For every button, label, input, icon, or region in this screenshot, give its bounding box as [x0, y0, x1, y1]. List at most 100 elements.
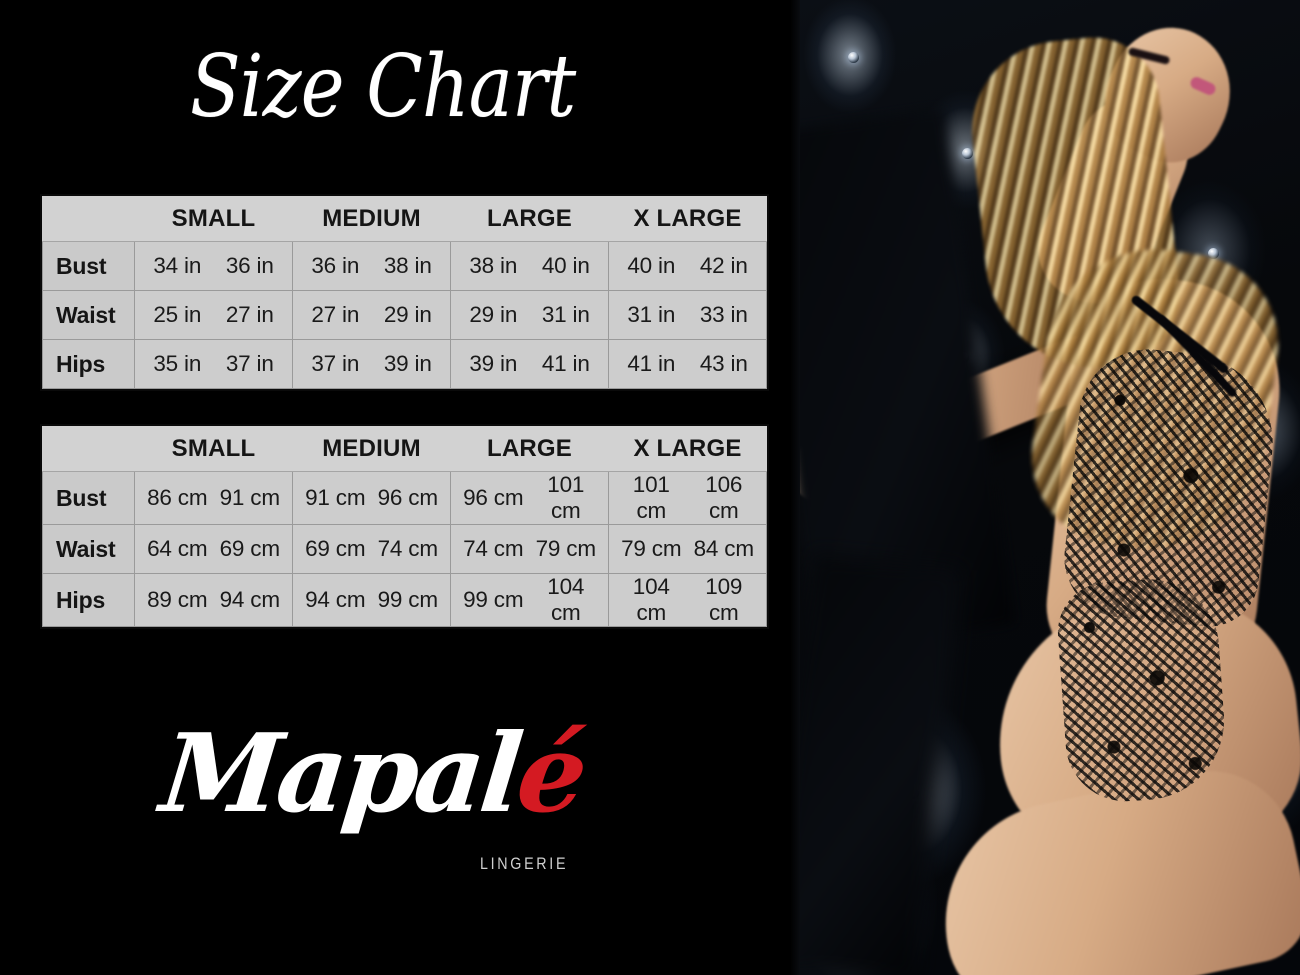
value-max: 43 in [699, 351, 748, 376]
value-max: 104 cm [547, 574, 585, 625]
value-min: 25 in [153, 302, 202, 327]
header-medium: MEDIUM [292, 426, 451, 472]
value-min: 79 cm [621, 536, 682, 561]
cell-bust-medium: 36 in 38 in [292, 241, 451, 291]
value-max: 106 cm [705, 472, 743, 523]
value-max: 36 in [225, 253, 274, 278]
table-row: Bust 34 in 36 in 36 in 38 in 38 in 40 in 40… [42, 241, 767, 291]
cell-hips-large: 39 in 41 in [450, 339, 609, 389]
brand-logo: Mapalé LINGERIE [150, 711, 620, 893]
model-figure [790, 0, 1300, 975]
value-max: 91 cm [219, 485, 280, 510]
lace-bodysuit-bottom [1054, 574, 1230, 806]
cell-waist-medium: 27 in 29 in [292, 290, 451, 340]
backdrop-stud [1208, 248, 1219, 259]
value-min: 89 cm [147, 587, 208, 612]
header-x-large: X LARGE [608, 426, 767, 472]
cell-hips-medium: 94 cm 99 cm [292, 573, 451, 627]
logo-subtitle: LINGERIE [480, 854, 569, 873]
value-min: 38 in [469, 253, 518, 278]
row-label-waist: Waist [42, 524, 135, 574]
value-max: 42 in [699, 253, 748, 278]
value-min: 40 in [627, 253, 676, 278]
value-min: 91 cm [305, 485, 366, 510]
cell-waist-small: 25 in 27 in [134, 290, 293, 340]
value-min: 35 in [153, 351, 202, 376]
value-max: 109 cm [705, 574, 743, 625]
row-label-hips: Hips [42, 339, 135, 389]
value-max: 40 in [541, 253, 590, 278]
value-min: 27 in [311, 302, 360, 327]
table-row: Waist 25 in 27 in 27 in 29 in 29 in 31 in 3… [42, 290, 767, 340]
value-max: 69 cm [219, 536, 280, 561]
photo-left-seam [790, 0, 800, 975]
header-small: SMALL [134, 196, 293, 242]
value-min: 34 in [153, 253, 202, 278]
backdrop-stud [848, 52, 859, 63]
model-photo [790, 0, 1300, 975]
cell-bust-large: 38 in 40 in [450, 241, 609, 291]
row-label-hips: Hips [42, 573, 135, 627]
row-label-bust: Bust [42, 471, 135, 525]
value-max: 79 cm [535, 536, 596, 561]
value-min: 29 in [469, 302, 518, 327]
row-label-bust: Bust [42, 241, 135, 291]
value-max: 29 in [383, 302, 432, 327]
value-max: 39 in [383, 351, 432, 376]
cell-waist-xlarge: 79 cm 84 cm [608, 524, 767, 574]
size-table-inches: SMALL MEDIUM LARGE X LARGE Bust 34 in 36 … [42, 196, 767, 389]
logo-wordmark-accent: é [511, 711, 590, 837]
drape-shadow-lower [790, 553, 962, 975]
value-min: 86 cm [147, 485, 208, 510]
cell-bust-small: 86 cm 91 cm [134, 471, 293, 525]
value-min: 99 cm [463, 587, 524, 612]
value-max: 101 cm [547, 472, 585, 523]
backdrop-stud [962, 148, 973, 159]
chart-panel: Size Chart SMALL MEDIUM LARGE X LARGE Bu… [42, 44, 767, 893]
cell-waist-medium: 69 cm 74 cm [292, 524, 451, 574]
value-min: 36 in [311, 253, 360, 278]
cell-bust-xlarge: 40 in 42 in [608, 241, 767, 291]
value-max: 84 cm [693, 536, 754, 561]
cell-waist-xlarge: 31 in 33 in [608, 290, 767, 340]
value-max: 41 in [541, 351, 590, 376]
value-max: 37 in [225, 351, 274, 376]
logo-wordmark-main: Mapal [155, 711, 525, 837]
value-max: 74 cm [377, 536, 438, 561]
header-large: LARGE [450, 426, 609, 472]
cell-bust-xlarge: 101 cm 106 cm [608, 471, 767, 525]
value-min: 31 in [627, 302, 676, 327]
table-row: Hips 89 cm 94 cm 94 cm 99 cm 99 cm 104 cm 1… [42, 573, 767, 627]
cell-hips-xlarge: 104 cm 109 cm [608, 573, 767, 627]
cell-bust-medium: 91 cm 96 cm [292, 471, 451, 525]
value-max: 94 cm [219, 587, 280, 612]
header-large: LARGE [450, 196, 609, 242]
cell-hips-medium: 37 in 39 in [292, 339, 451, 389]
cell-bust-large: 96 cm 101 cm [450, 471, 609, 525]
value-max: 33 in [699, 302, 748, 327]
value-min: 94 cm [305, 587, 366, 612]
value-max: 96 cm [377, 485, 438, 510]
value-min: 101 cm [632, 472, 670, 523]
value-min: 64 cm [147, 536, 208, 561]
value-min: 104 cm [632, 574, 670, 625]
value-max: 38 in [383, 253, 432, 278]
cell-waist-small: 64 cm 69 cm [134, 524, 293, 574]
cell-waist-large: 74 cm 79 cm [450, 524, 609, 574]
header-blank [42, 426, 135, 472]
cell-hips-xlarge: 41 in 43 in [608, 339, 767, 389]
cell-hips-large: 99 cm 104 cm [450, 573, 609, 627]
header-medium: MEDIUM [292, 196, 451, 242]
cell-hips-small: 35 in 37 in [134, 339, 293, 389]
cell-hips-small: 89 cm 94 cm [134, 573, 293, 627]
cell-waist-large: 29 in 31 in [450, 290, 609, 340]
cell-bust-small: 34 in 36 in [134, 241, 293, 291]
value-min: 96 cm [463, 485, 524, 510]
row-label-waist: Waist [42, 290, 135, 340]
value-max: 99 cm [377, 587, 438, 612]
size-table-cm: SMALL MEDIUM LARGE X LARGE Bust 86 cm 91 … [42, 426, 767, 627]
table-row: Bust 86 cm 91 cm 91 cm 96 cm 96 cm 101 cm 1… [42, 471, 767, 525]
value-max: 27 in [225, 302, 274, 327]
table-row: Hips 35 in 37 in 37 in 39 in 39 in 41 in 41… [42, 339, 767, 389]
